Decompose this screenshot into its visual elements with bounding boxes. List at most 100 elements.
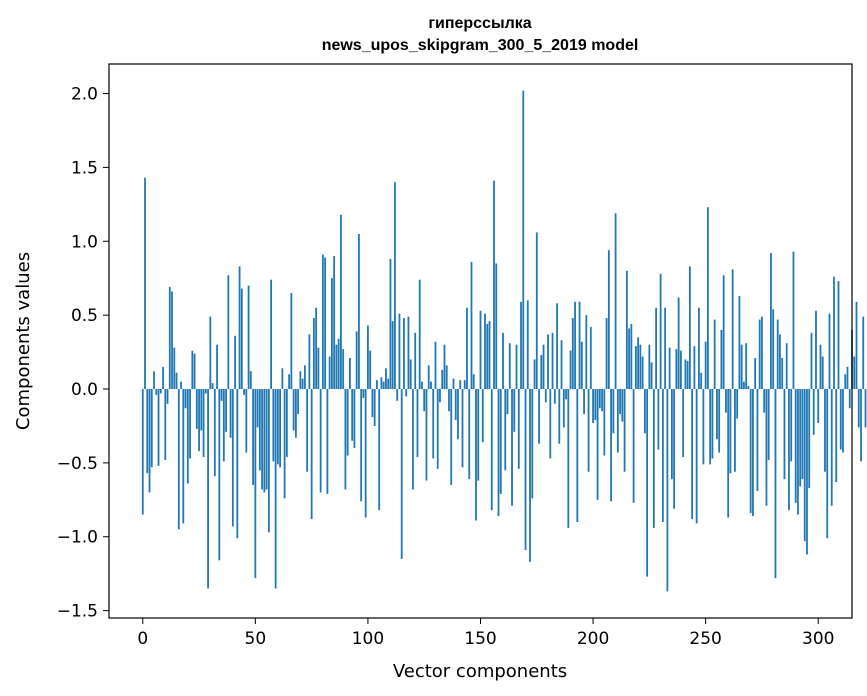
bar [324,257,327,390]
bar [652,389,655,528]
bar [193,353,196,390]
bar [358,233,360,390]
bar [150,389,153,468]
x-axis-label: Vector components [393,661,567,682]
bar [605,318,608,390]
bar [846,366,849,390]
bar [567,389,570,528]
bar [396,389,399,401]
bar [450,389,453,486]
bar [292,389,295,431]
bar [236,389,239,539]
bar [238,266,241,390]
bar [380,377,383,390]
bar [355,331,358,390]
bar [308,334,311,390]
bar [180,381,182,390]
bar [731,269,734,390]
bar [848,389,851,409]
bar [310,389,313,520]
bar [621,389,624,422]
bar [276,389,279,465]
bar [301,378,304,390]
bar [461,389,464,468]
bar [772,309,775,390]
bar [430,381,432,390]
bar [574,301,576,390]
bar [202,389,205,457]
bar [371,389,374,418]
bar [531,389,534,499]
bar [445,365,448,390]
bar [808,389,811,488]
y-tick-label: 1.5 [71,158,98,178]
bar [596,389,599,500]
bar [155,389,158,395]
bar [367,325,369,390]
bar [481,389,484,443]
bar [427,365,430,390]
bar [319,389,322,493]
bar [738,295,741,390]
bar [414,332,417,390]
bar [177,389,180,530]
bar [513,389,516,432]
bar [540,355,543,390]
bar [285,389,288,457]
bar [234,335,236,390]
bar [729,389,732,474]
bar [648,344,651,390]
bar [436,389,439,469]
bar [164,389,167,460]
bar [565,389,567,400]
bar [376,380,378,390]
bar [418,279,421,390]
bar [171,291,173,390]
bar [353,389,356,449]
bar [517,389,520,469]
bar [661,389,664,522]
bar [306,389,309,472]
bar [326,389,329,494]
bar [817,389,820,423]
bar [556,303,558,390]
bar [585,315,588,390]
bar [511,389,513,506]
bar [833,276,835,390]
bar [704,341,707,390]
bar [725,389,727,413]
bar [776,319,779,390]
bar [752,389,754,517]
bar [747,386,750,390]
bar [688,266,691,390]
bar [211,383,214,390]
bar [303,365,306,390]
bar [583,389,585,415]
bar [767,389,770,460]
bar [222,389,225,462]
bar [522,90,525,390]
bar [412,389,414,490]
bar [547,334,549,390]
bar [328,356,331,390]
bar [693,346,696,390]
bar [378,389,381,511]
bar [812,389,815,435]
bar [592,389,594,423]
bar [720,329,723,390]
y-axis-ticks: −1.5 −1.0 −0.5 0.0 0.5 1.0 1.5 2.0 [57,85,109,622]
bar [452,378,455,390]
bar [159,389,162,394]
bar [497,389,500,517]
bar [839,389,842,450]
bar [815,310,817,390]
bar [718,389,721,453]
bar [580,341,583,390]
bar [315,307,318,390]
bar [247,285,250,390]
bar [659,273,662,390]
bar [801,389,804,480]
bar [362,389,365,398]
bar [227,275,230,390]
bar [826,389,829,539]
